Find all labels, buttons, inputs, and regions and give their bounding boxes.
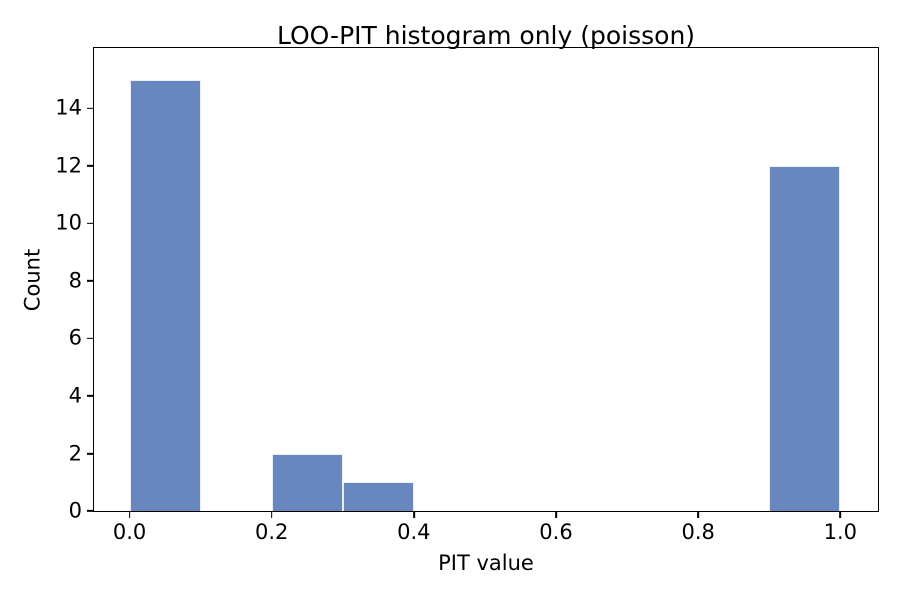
x-axis-label: PIT value bbox=[438, 551, 534, 575]
x-tick-mark bbox=[270, 511, 273, 518]
x-tick-label: 0.6 bbox=[539, 520, 573, 544]
histogram-bar bbox=[271, 453, 343, 511]
histogram-bar bbox=[129, 79, 201, 511]
x-tick-label: 0.0 bbox=[112, 520, 147, 544]
plot-area: 0.0 0.2 0.4 0.6 0.8 1.0 0 2 4 6 8 10 12 14 bbox=[55, 47, 879, 543]
y-tick-label: 0 bbox=[68, 498, 82, 523]
x-tick-mark bbox=[413, 511, 415, 518]
x-tick-label: 0.8 bbox=[681, 520, 715, 544]
y-tick-label: 8 bbox=[68, 268, 82, 293]
y-tick-mark bbox=[87, 337, 94, 340]
y-tick-label: 2 bbox=[68, 441, 82, 465]
y-tick-label: 12 bbox=[55, 153, 82, 178]
histogram-bar bbox=[769, 165, 841, 511]
x-tick-mark bbox=[839, 511, 842, 518]
x-tick-mark bbox=[555, 511, 557, 518]
y-tick-label: 10 bbox=[55, 210, 82, 235]
x-tick-label: 0.4 bbox=[397, 520, 431, 544]
y-tick-mark bbox=[87, 395, 94, 397]
y-tick-label: 14 bbox=[55, 95, 82, 120]
y-axis-label: Count bbox=[20, 248, 45, 312]
x-tick-mark bbox=[128, 511, 131, 518]
y-tick-mark bbox=[87, 452, 94, 455]
y-tick-label: 6 bbox=[68, 325, 82, 350]
y-tick-mark bbox=[87, 510, 94, 512]
y-tick-mark bbox=[87, 222, 94, 225]
y-tick-label: 4 bbox=[68, 383, 82, 408]
chart-title: LOO-PIT histogram only (poisson) bbox=[276, 21, 696, 50]
y-tick-mark bbox=[87, 165, 94, 167]
x-tick-label: 0.2 bbox=[254, 520, 289, 544]
x-tick-label: 1.0 bbox=[823, 520, 858, 544]
x-tick-mark bbox=[697, 511, 699, 518]
y-tick-mark bbox=[87, 107, 94, 110]
y-tick-mark bbox=[87, 280, 94, 282]
histogram-bar bbox=[342, 482, 414, 511]
